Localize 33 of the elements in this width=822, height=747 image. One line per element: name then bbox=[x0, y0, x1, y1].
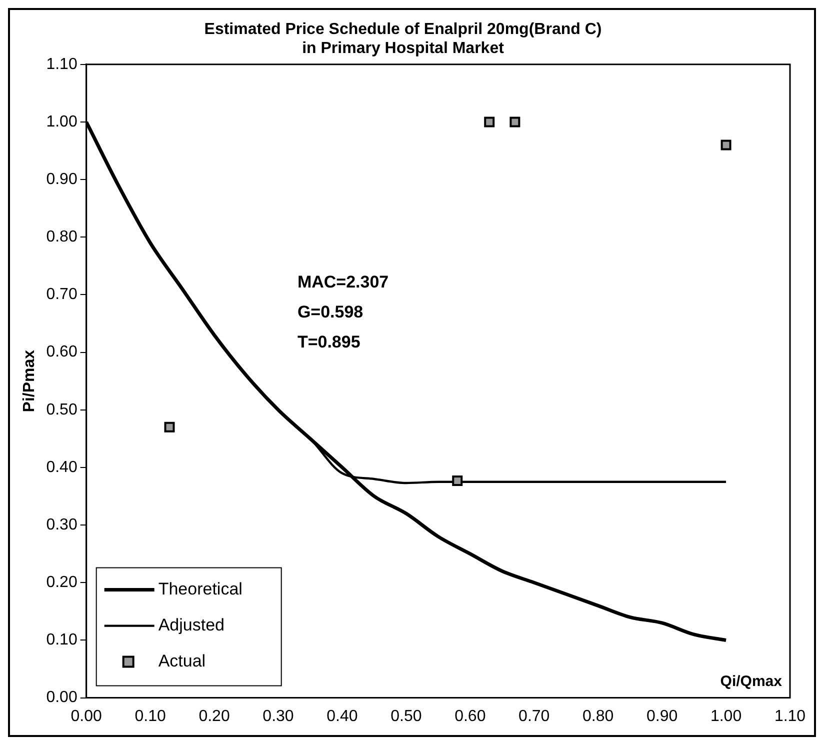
y-tick-label: 1.00 bbox=[46, 113, 78, 130]
x-tick-label: 0.30 bbox=[262, 708, 294, 725]
y-tick-label: 0.60 bbox=[46, 344, 78, 361]
chart-title: Estimated Price Schedule of Enalpril 20mg(Brand C) in Primary Hospital Market bbox=[204, 21, 602, 58]
x-tick-label: 0.60 bbox=[454, 708, 486, 725]
x-tick-label: 0.20 bbox=[198, 708, 230, 725]
x-tick-label: 0.40 bbox=[326, 708, 358, 725]
y-tick-label: 0.70 bbox=[46, 286, 78, 304]
y-tick-label: 0.40 bbox=[46, 458, 78, 476]
x-tick-label: 0.00 bbox=[70, 708, 102, 725]
x-tick-label: 0.50 bbox=[390, 708, 422, 725]
x-tick-label: 1.00 bbox=[710, 708, 742, 725]
y-tick-label: 0.00 bbox=[46, 689, 78, 706]
legend-label: Theoretical bbox=[158, 579, 242, 598]
legend-label: Actual bbox=[158, 651, 206, 670]
annotation: T=0.895 bbox=[297, 332, 360, 352]
y-tick-label: 1.10 bbox=[46, 56, 78, 73]
x-tick-label: 0.70 bbox=[518, 708, 550, 725]
annotation: G=0.598 bbox=[297, 302, 364, 322]
y-tick-label: 0.30 bbox=[46, 516, 78, 534]
y-tick-label: 0.10 bbox=[46, 632, 78, 649]
x-tick-label: 0.10 bbox=[134, 708, 166, 725]
y-tick-label: 0.20 bbox=[46, 574, 78, 592]
y-tick-label: 0.90 bbox=[46, 170, 78, 188]
y-axis-title: Pi/Pmax bbox=[21, 350, 38, 412]
x-tick-label: 0.80 bbox=[582, 708, 614, 725]
y-tick-label: 0.80 bbox=[46, 228, 78, 246]
legend-label: Adjusted bbox=[158, 615, 225, 634]
annotation: MAC=2.307 bbox=[297, 272, 389, 292]
y-tick-label: 0.50 bbox=[46, 401, 78, 418]
x-tick-label: 1.10 bbox=[774, 708, 806, 725]
x-axis-title: Qi/Qmax bbox=[720, 672, 783, 690]
x-tick-label: 0.90 bbox=[646, 708, 678, 725]
